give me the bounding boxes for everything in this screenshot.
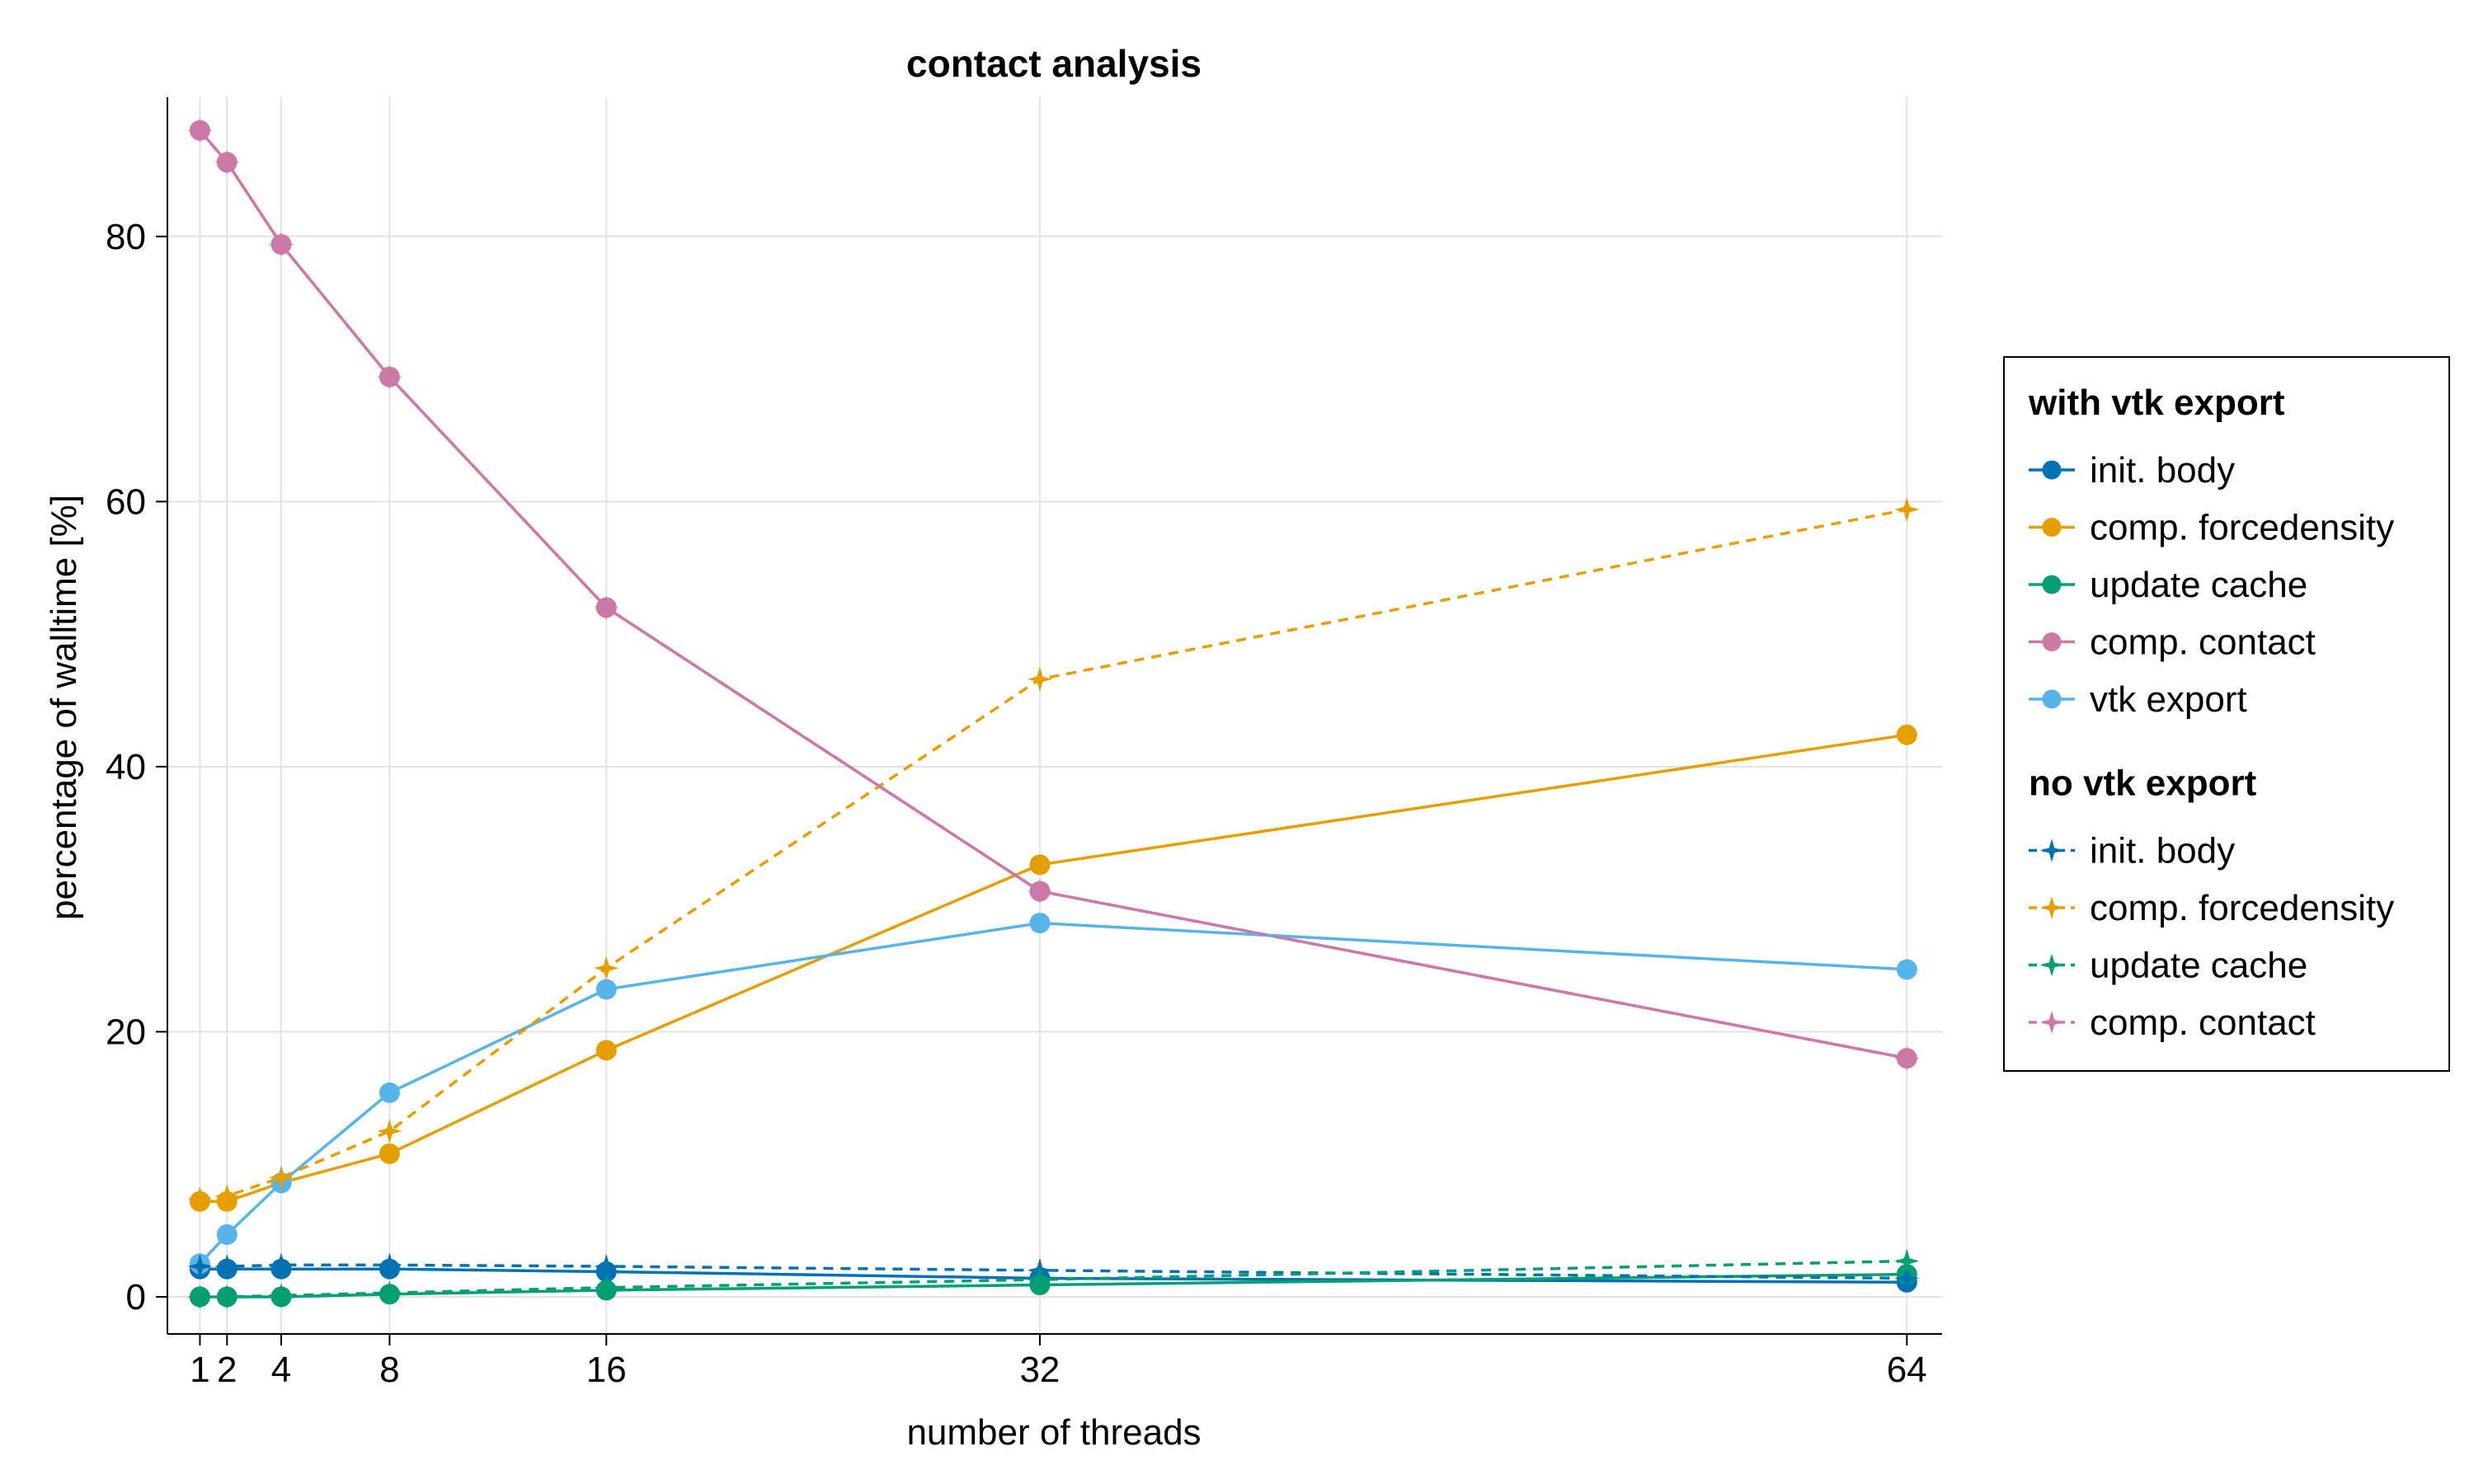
x-tick-label: 2 — [217, 1350, 237, 1390]
data-point-comp-forcedensity — [187, 1186, 213, 1212]
legend-item: update cache — [2029, 946, 2307, 986]
legend-label: comp. forcedensity — [2090, 888, 2394, 928]
series-line-comp-forcedensity — [200, 733, 1907, 1203]
data-point-update-cache — [594, 1275, 619, 1300]
grid — [167, 97, 1942, 1334]
data-point-comp-forcedensity — [379, 1143, 400, 1164]
data-point-comp-contact — [214, 149, 240, 175]
data-point-update-cache — [268, 1283, 294, 1308]
series-line-comp-contact — [199, 129, 1907, 1060]
series-line-comp-contact — [199, 129, 1907, 1060]
data-point-comp-contact — [377, 364, 402, 390]
data-point-comp-contact — [1027, 879, 1052, 904]
legend-marker — [2040, 953, 2063, 977]
series-layer — [187, 118, 1920, 1309]
data-point-init-body — [268, 1252, 294, 1278]
series-group-with-vtk-export — [189, 120, 1917, 1308]
data-point-update-cache — [1027, 1267, 1052, 1293]
legend-label: update cache — [2090, 565, 2307, 605]
data-point-init-body — [214, 1254, 240, 1280]
legend-marker — [2040, 838, 2063, 862]
data-point-comp-forcedensity — [1894, 497, 1920, 522]
series-line-vtk-export — [199, 921, 1907, 1265]
y-tick-label: 40 — [106, 747, 146, 787]
legend-item: init. body — [2029, 831, 2235, 871]
legend-item: comp. forcedensity — [2029, 888, 2394, 928]
y-axis-label: percentage of walltime [%] — [44, 495, 84, 920]
legend-marker — [2042, 575, 2062, 594]
data-point-comp-forcedensity — [268, 1165, 294, 1190]
data-point-comp-contact — [268, 232, 294, 257]
x-tick-label: 64 — [1887, 1350, 1927, 1390]
x-tick-label: 16 — [586, 1350, 627, 1390]
legend-label: comp. contact — [2090, 622, 2316, 663]
x-tick-label: 32 — [1019, 1350, 1060, 1390]
legend-item: comp. contact — [2029, 622, 2316, 663]
data-point-update-cache — [187, 1284, 213, 1309]
x-tick-label: 4 — [271, 1350, 291, 1390]
legend-label: comp. contact — [2090, 1003, 2316, 1043]
legend-marker — [2040, 896, 2063, 919]
data-point-comp-forcedensity — [1029, 854, 1051, 876]
data-point-update-cache — [377, 1280, 402, 1306]
data-point-comp-forcedensity — [594, 956, 619, 981]
legend-item: vtk export — [2029, 679, 2247, 720]
data-point-comp-forcedensity — [377, 1119, 402, 1144]
x-tick-label: 8 — [379, 1350, 399, 1390]
data-point-comp-forcedensity — [595, 1040, 617, 1061]
chart-title: contact analysis — [906, 42, 1202, 85]
legend-marker — [2042, 632, 2062, 651]
data-point-comp-forcedensity — [1027, 666, 1052, 692]
legend-marker — [2040, 1011, 2063, 1034]
legend-label: vtk export — [2090, 679, 2247, 720]
series-line-update-cache — [200, 1259, 1907, 1298]
data-point-vtk-export — [1896, 959, 1917, 980]
data-point-update-cache — [1894, 1248, 1920, 1274]
legend-label: init. body — [2090, 831, 2235, 871]
data-point-comp-forcedensity — [214, 1183, 240, 1209]
data-point-init-body — [594, 1254, 619, 1280]
data-point-comp-contact — [594, 594, 619, 620]
data-point-init-body — [377, 1252, 402, 1278]
axes: 1 2 4 8 16 32 64 0 20 40 60 80 — [106, 97, 1942, 1390]
legend-label: update cache — [2090, 946, 2307, 986]
y-tick-label: 60 — [106, 481, 146, 522]
series-group-no-vtk-export — [187, 118, 1920, 1309]
data-point-update-cache — [214, 1284, 240, 1309]
data-point-vtk-export — [379, 1082, 400, 1103]
legend: with vtk export init. body comp. forcedens… — [2003, 356, 2450, 1072]
legend-label: comp. forcedensity — [2090, 508, 2394, 548]
legend-item: update cache — [2029, 565, 2307, 605]
legend-marker — [2042, 689, 2062, 709]
y-tick-label: 80 — [106, 217, 146, 257]
data-point-comp-contact — [1894, 1045, 1920, 1071]
legend-item: comp. forcedensity — [2029, 508, 2394, 548]
legend-label: init. body — [2090, 450, 2235, 491]
data-point-vtk-export — [1029, 913, 1051, 934]
y-tick-label: 20 — [106, 1012, 146, 1052]
legend-box — [2003, 356, 2450, 1072]
y-tick-label: 0 — [126, 1277, 146, 1317]
legend-group-title: no vtk export — [2029, 763, 2257, 804]
data-point-comp-forcedensity — [1896, 724, 1917, 745]
data-point-comp-contact — [187, 118, 213, 143]
legend-group-title: with vtk export — [2028, 383, 2285, 423]
data-point-init-body — [187, 1254, 213, 1280]
legend-item: init. body — [2029, 450, 2235, 491]
data-point-init-body — [1894, 1266, 1920, 1291]
series-line-comp-forcedensity — [200, 508, 1907, 1200]
x-axis-label: number of threads — [906, 1412, 1201, 1453]
legend-marker — [2042, 518, 2062, 537]
legend-item: comp. contact — [2029, 1003, 2316, 1043]
data-point-vtk-export — [595, 979, 617, 1000]
data-point-vtk-export — [216, 1223, 238, 1245]
legend-marker — [2042, 460, 2062, 480]
x-tick-label: 1 — [190, 1350, 209, 1390]
